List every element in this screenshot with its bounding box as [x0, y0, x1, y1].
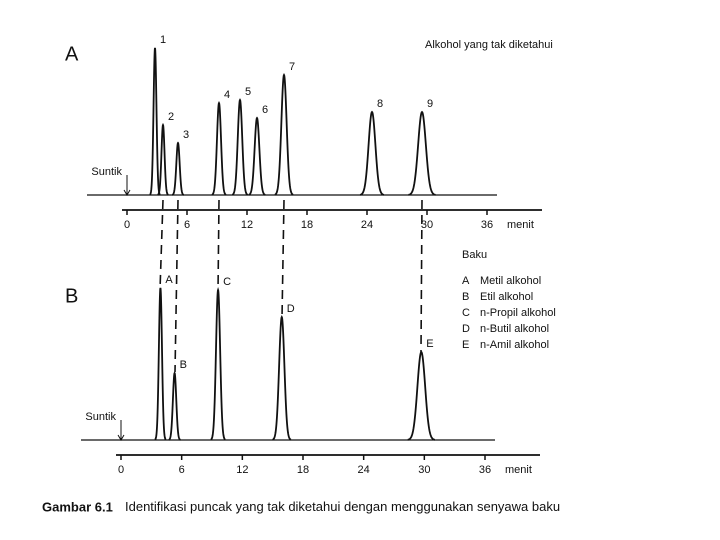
peak: [157, 122, 169, 196]
connector-lines: [159, 199, 423, 373]
peak: [171, 141, 185, 196]
legend-entry: n-Amil alkohol: [480, 339, 549, 351]
panel-letter: A: [65, 43, 79, 65]
peak-label: A: [165, 274, 173, 286]
x-tick-label: 18: [301, 219, 313, 231]
peak-label: 5: [245, 86, 251, 98]
x-tick-label: 18: [297, 464, 309, 476]
peak-label: 4: [224, 89, 230, 101]
connector: [420, 199, 423, 353]
peak: [359, 110, 385, 196]
peak-label: 9: [427, 98, 433, 110]
legend-entry: Metil alkohol: [480, 275, 541, 287]
legend-entry: n-Propil alkohol: [480, 307, 556, 319]
peak-label: B: [180, 359, 187, 371]
peak: [231, 98, 249, 196]
injection-arrow: [117, 434, 125, 441]
x-tick-label: 12: [236, 464, 248, 476]
peak-label: 2: [168, 111, 174, 123]
legend-title: Baku: [462, 249, 487, 261]
connector: [217, 199, 220, 293]
peak: [154, 287, 167, 441]
peak: [210, 287, 226, 441]
legend-key: D: [462, 323, 470, 335]
legend-key: A: [462, 275, 470, 287]
peak-label: D: [287, 303, 295, 315]
legend-key: B: [462, 291, 469, 303]
connector: [281, 199, 285, 319]
peak-label: 8: [377, 98, 383, 110]
peak: [248, 116, 266, 196]
x-tick-label: 36: [481, 219, 493, 231]
caption-text: Identifikasi puncak yang tak diketahui d…: [125, 499, 561, 514]
legend-entry: Etil alkohol: [480, 291, 533, 303]
x-axis-label: menit: [507, 219, 534, 231]
peak: [168, 371, 181, 441]
x-tick-label: 6: [184, 219, 190, 231]
connector: [174, 199, 179, 373]
injection-label: Suntik: [85, 411, 116, 423]
x-tick-label: 30: [418, 464, 430, 476]
x-tick-label: 30: [421, 219, 433, 231]
legend-entry: n-Butil alkohol: [480, 323, 549, 335]
caption-number: Gambar 6.1: [42, 499, 113, 514]
x-tick-label: 0: [118, 464, 124, 476]
peak-label: 1: [160, 34, 166, 46]
peak: [272, 314, 292, 441]
connector: [159, 199, 164, 291]
peak: [408, 110, 436, 196]
peak-label: C: [223, 276, 231, 288]
x-tick-label: 6: [179, 464, 185, 476]
x-tick-label: 24: [361, 219, 373, 231]
peak-label: E: [426, 338, 433, 350]
injection-label: Suntik: [91, 166, 122, 178]
peak: [274, 72, 294, 196]
peak-label: 7: [289, 61, 295, 73]
x-axis-label: menit: [505, 464, 532, 476]
x-tick-label: 12: [241, 219, 253, 231]
chart-title: Alkohol yang tak diketahui: [425, 39, 553, 51]
panel-letter: B: [65, 285, 78, 307]
peak: [407, 350, 436, 441]
legend-key: C: [462, 307, 470, 319]
injection-arrow: [123, 189, 131, 196]
peak: [149, 47, 161, 196]
x-tick-label: 0: [124, 219, 130, 231]
peak-label: 3: [183, 129, 189, 141]
x-tick-label: 36: [479, 464, 491, 476]
x-tick-label: 24: [358, 464, 370, 476]
peak-label: 6: [262, 104, 268, 116]
peak: [211, 101, 227, 196]
legend-key: E: [462, 339, 469, 351]
caption-box: Identifikasi puncak yang tak diketahui d…: [125, 499, 561, 514]
